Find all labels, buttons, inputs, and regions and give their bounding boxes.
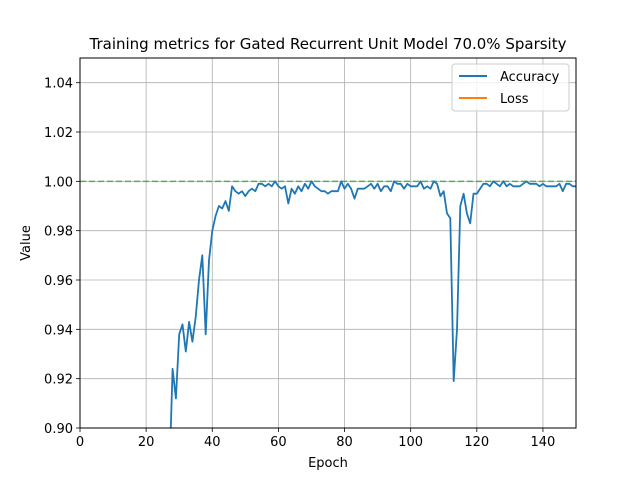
legend-label-loss: Loss [500,92,529,107]
plot-area [80,58,576,428]
x-tick-label: 60 [270,435,287,450]
x-tick-label: 120 [464,435,489,450]
x-tick-label: 0 [76,435,84,450]
y-tick-label: 0.98 [44,225,73,240]
chart-title: Training metrics for Gated Recurrent Uni… [89,35,567,53]
series-layer [169,180,576,428]
y-tick-label: 0.96 [44,274,73,289]
x-axis-label: Epoch [308,456,348,471]
y-tick-label: 1.00 [44,175,73,190]
x-tick-label: 80 [336,435,353,450]
x-axis-ticks: 0 20 40 60 80 100 120 140 [76,428,555,450]
legend: Accuracy Loss [451,63,570,112]
y-tick-label: 0.94 [44,323,73,338]
legend-label-accuracy: Accuracy [500,70,560,85]
y-tick-label: 0.92 [44,373,73,388]
x-tick-label: 20 [138,435,155,450]
y-axis-ticks: 0.90 0.92 0.94 0.96 0.98 1.00 1.02 1.04 [44,77,80,437]
x-tick-label: 40 [204,435,221,450]
x-tick-label: 100 [398,435,423,450]
series-line-accuracy [169,180,576,428]
plot-frame [79,57,577,429]
x-tick-label: 140 [531,435,556,450]
y-tick-label: 1.04 [44,77,73,92]
y-tick-label: 1.02 [44,126,73,141]
y-tick-label: 0.90 [44,422,73,437]
y-axis-label: Value [19,225,34,261]
